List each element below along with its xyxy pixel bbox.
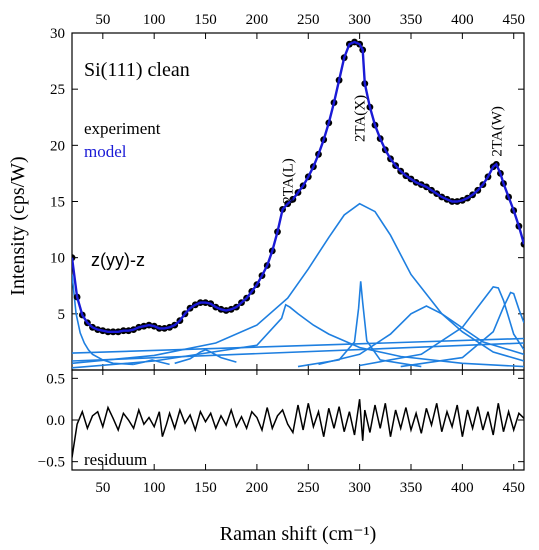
residual-panel: 50 100 150 200 250 300 350 400 450 −0.5 0.0 0.5 re… xyxy=(38,369,525,496)
fit-components xyxy=(72,202,524,369)
x-tick-label-top: 50 xyxy=(95,12,110,28)
peak-label: 2TA(W) xyxy=(489,106,505,156)
residual-y-tick-label: 0.5 xyxy=(46,371,65,387)
x-tick-label: 50 xyxy=(95,480,110,496)
main-panel: 50 100 150 200 250 300 350 400 450 5 10 15 20 25 30 S… xyxy=(50,12,525,371)
main-y-ticks: 5 10 15 20 25 30 xyxy=(50,26,524,323)
x-tick-label-top: 400 xyxy=(451,12,474,28)
x-tick-label-top: 200 xyxy=(246,12,269,28)
experiment-series xyxy=(72,38,524,336)
fit-component-curve xyxy=(72,202,524,365)
x-tick-label-top: 100 xyxy=(143,12,166,28)
peak-label: 2TA(X) xyxy=(353,95,369,142)
fit-component-curve xyxy=(72,342,524,362)
geometry-label: z(yy)-z xyxy=(91,250,145,270)
fit-component-curve xyxy=(174,348,237,365)
sample-label: Si(111) clean xyxy=(84,59,190,81)
fit-component-curve xyxy=(72,303,524,369)
residual-line xyxy=(72,399,524,458)
x-tick-label: 100 xyxy=(143,480,166,496)
y-tick-label: 25 xyxy=(50,82,65,98)
fit-component-curve xyxy=(359,286,524,367)
x-tick-label-top: 250 xyxy=(297,12,320,28)
x-tick-label: 450 xyxy=(502,480,525,496)
y-tick-label: 20 xyxy=(50,138,65,154)
model-series xyxy=(72,40,524,333)
main-x-ticks-top: 50 100 150 200 250 300 350 400 450 xyxy=(95,12,525,39)
residual-y-tick-label: 0.0 xyxy=(46,413,65,429)
legend-model: model xyxy=(84,142,127,161)
x-tick-label: 200 xyxy=(246,480,269,496)
x-tick-label-top: 350 xyxy=(400,12,423,28)
x-axis-title: Raman shift (cm⁻¹) xyxy=(220,523,377,545)
fit-component-curve xyxy=(318,305,524,366)
y-tick-label: 10 xyxy=(50,251,65,267)
x-tick-label: 350 xyxy=(400,480,423,496)
y-tick-label: 15 xyxy=(50,195,65,211)
residual-series xyxy=(72,399,524,458)
x-tick-label-top: 150 xyxy=(194,12,217,28)
y-tick-label: 5 xyxy=(58,307,66,323)
x-tick-label: 400 xyxy=(451,480,474,496)
x-tick-label-top: 450 xyxy=(502,12,525,28)
fit-component-curve xyxy=(400,291,524,368)
fit-component-curve xyxy=(297,281,422,368)
x-tick-label: 300 xyxy=(348,480,371,496)
legend-experiment: experiment xyxy=(84,119,161,138)
residuum-label: residuum xyxy=(84,450,147,469)
x-tick-label-top: 300 xyxy=(348,12,371,28)
peak-label: 2TA(L) xyxy=(281,158,297,203)
y-tick-label: 30 xyxy=(50,26,65,42)
peak-labels: 2TA(L) 2TA(X) 2TA(W) xyxy=(281,95,506,204)
residual-y-tick-label: −0.5 xyxy=(38,455,65,471)
residual-y-ticks: −0.5 0.0 0.5 xyxy=(38,371,524,471)
fit-component-curve xyxy=(72,274,134,366)
y-axis-title: Intensity (cps/W) xyxy=(7,156,29,295)
x-tick-label: 150 xyxy=(194,480,217,496)
x-tick-label: 250 xyxy=(297,480,320,496)
residual-x-ticks: 50 100 150 200 250 300 350 400 450 xyxy=(95,370,525,496)
model-line xyxy=(72,40,524,333)
fit-component-curve xyxy=(72,337,524,354)
